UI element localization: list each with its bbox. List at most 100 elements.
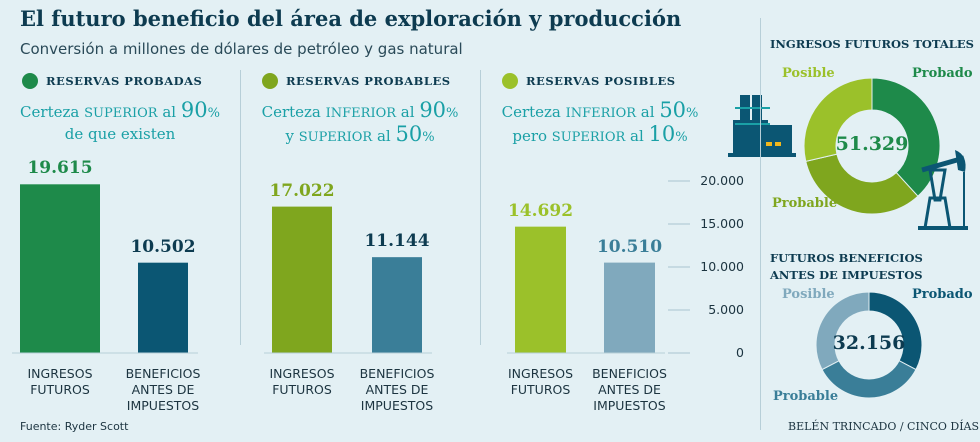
- category-label-line: ANTES DE: [365, 382, 429, 397]
- category-label-line: BENEFICIOS: [592, 366, 667, 381]
- refinery-window: [766, 142, 772, 146]
- category-label-line: FUTUROS: [272, 382, 332, 397]
- bar-value-label: 10.510: [596, 236, 663, 257]
- certainty-segment: %: [422, 130, 435, 145]
- category-label-line: INGRESOS: [507, 366, 573, 381]
- category-label-line: ANTES DE: [131, 382, 195, 397]
- y-tick-label: 15.000: [700, 216, 744, 231]
- donut-slice-posible: [803, 77, 873, 162]
- refinery-window: [775, 142, 781, 146]
- donut-slice-probado: [871, 77, 941, 197]
- category-label-line: FUTUROS: [510, 382, 571, 397]
- panel-heading-label: RESERVAS PROBABLES: [286, 74, 451, 88]
- category-label-line: ANTES DE: [598, 382, 661, 397]
- certainty-segment: 50: [395, 122, 423, 146]
- source-note: Fuente: Ryder Scott: [20, 420, 129, 433]
- certainty-segment: INFERIOR: [325, 106, 397, 121]
- certainty-segment: 90: [419, 98, 447, 122]
- certainty-segment: Certeza: [20, 103, 85, 121]
- page-title: El futuro beneficio del área de explorac…: [20, 6, 682, 31]
- category-label: INGRESOS FUTUROS: [491, 366, 591, 398]
- certainty-segment: Certeza: [501, 103, 566, 121]
- legend-dot-icon: [502, 73, 518, 89]
- panel-heading: RESERVAS POSIBLES: [502, 73, 676, 89]
- donut-slice-probable: [805, 153, 919, 215]
- donut-title: INGRESOS FUTUROS TOTALES: [770, 37, 974, 51]
- certainty-segment: pero: [512, 127, 552, 145]
- bar-beneficios: [604, 262, 655, 353]
- bar-ingresos: [515, 226, 566, 353]
- pumpjack-head: [955, 150, 966, 172]
- certainty-segment: al: [396, 103, 420, 121]
- bar-value-label: 10.502: [130, 236, 196, 257]
- bar-ingresos: [20, 184, 100, 353]
- category-label-line: FUTUROS: [30, 382, 90, 397]
- bar-ingresos: [272, 206, 332, 353]
- certainty-segment: y: [285, 127, 299, 145]
- donut-label-posible: Posible: [782, 287, 835, 302]
- category-label: BENEFICIOS ANTES DE IMPUESTOS: [113, 366, 213, 414]
- certainty-segment: al: [625, 127, 649, 145]
- donut-label-probable: Probable: [773, 389, 839, 404]
- certainty-segment: INFERIOR: [565, 106, 637, 121]
- donut-total: 51.329: [835, 133, 909, 155]
- certainty-text: y SUPERIOR al 50%: [240, 124, 480, 148]
- panel-heading: RESERVAS PROBADAS: [22, 73, 202, 89]
- bar-value-label: 19.615: [27, 158, 93, 179]
- certainty-segment: de que existen: [64, 125, 176, 143]
- certainty-segment: SUPERIOR: [298, 130, 373, 145]
- certainty-segment: 90: [180, 98, 208, 122]
- category-label-line: INGRESOS: [27, 366, 93, 381]
- category-label-line: BENEFICIOS: [359, 366, 435, 381]
- donut-label-probado: Probado: [912, 66, 973, 81]
- y-tick-label: 20.000: [700, 173, 744, 188]
- donut-total: 32.156: [832, 332, 906, 354]
- divider: [760, 230, 761, 430]
- category-label-line: IMPUESTOS: [126, 398, 200, 413]
- certainty-segment: SUPERIOR: [551, 130, 626, 145]
- category-label: BENEFICIOS ANTES DE IMPUESTOS: [580, 366, 680, 414]
- certainty-segment: 10: [648, 122, 676, 146]
- bar-beneficios: [138, 262, 188, 353]
- donut-title: FUTUROS BENEFICIOS ANTES DE IMPUESTOS: [770, 251, 923, 282]
- category-label-line: IMPUESTOS: [360, 398, 434, 413]
- credit: BELÉN TRINCADO / CINCO DÍAS: [788, 420, 980, 433]
- panel-heading: RESERVAS PROBABLES: [262, 73, 451, 89]
- bar-beneficios: [372, 257, 422, 353]
- donut-slice-probado: [868, 291, 923, 371]
- y-tick-label: 10.000: [700, 259, 744, 274]
- bar-value-label: 14.692: [507, 200, 574, 221]
- bar-value-label: 11.144: [364, 231, 430, 252]
- refinery-factory: [760, 125, 792, 153]
- y-tick-label: 0: [736, 345, 744, 360]
- category-label-line: INGRESOS: [269, 366, 335, 381]
- donut-slice-posible: [815, 291, 870, 371]
- pumpjack-ground: [918, 226, 968, 230]
- certainty-text: de que existen: [0, 124, 240, 144]
- refinery-ground: [728, 153, 796, 157]
- divider: [760, 18, 761, 230]
- certainty-text: pero SUPERIOR al 10%: [480, 124, 720, 148]
- donut-label-probado: Probado: [912, 287, 973, 302]
- category-label: INGRESOS FUTUROS: [10, 366, 110, 398]
- certainty-segment: %: [446, 106, 459, 121]
- certainty-segment: %: [686, 106, 699, 121]
- divider: [240, 70, 241, 345]
- bar-value-label: 17.022: [269, 180, 335, 201]
- certainty-segment: Certeza: [261, 103, 326, 121]
- certainty-segment: SUPERIOR: [84, 106, 158, 121]
- certainty-segment: al: [636, 103, 660, 121]
- legend-dot-icon: [22, 73, 38, 89]
- panel-heading-label: RESERVAS POSIBLES: [526, 74, 676, 88]
- category-label-line: BENEFICIOS: [125, 366, 201, 381]
- category-label-line: IMPUESTOS: [593, 398, 666, 413]
- y-tick-label: 5.000: [708, 302, 744, 317]
- category-label: BENEFICIOS ANTES DE IMPUESTOS: [347, 366, 447, 414]
- donut-label-probable: Probable: [772, 196, 838, 211]
- certainty-segment: %: [207, 106, 220, 121]
- certainty-segment: al: [372, 127, 396, 145]
- panel-heading-label: RESERVAS PROBADAS: [46, 74, 203, 88]
- category-label: INGRESOS FUTUROS: [252, 366, 352, 398]
- certainty-text: Certeza SUPERIOR al 90%: [0, 100, 240, 124]
